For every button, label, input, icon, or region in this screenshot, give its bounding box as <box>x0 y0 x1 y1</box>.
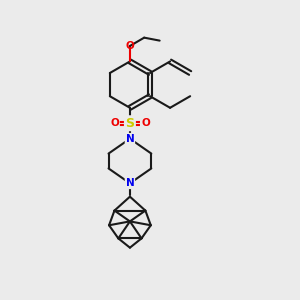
Text: O: O <box>141 118 150 128</box>
Text: N: N <box>125 134 134 144</box>
Text: S: S <box>125 117 134 130</box>
Text: O: O <box>125 41 134 51</box>
Text: O: O <box>110 118 119 128</box>
Text: N: N <box>125 178 134 188</box>
